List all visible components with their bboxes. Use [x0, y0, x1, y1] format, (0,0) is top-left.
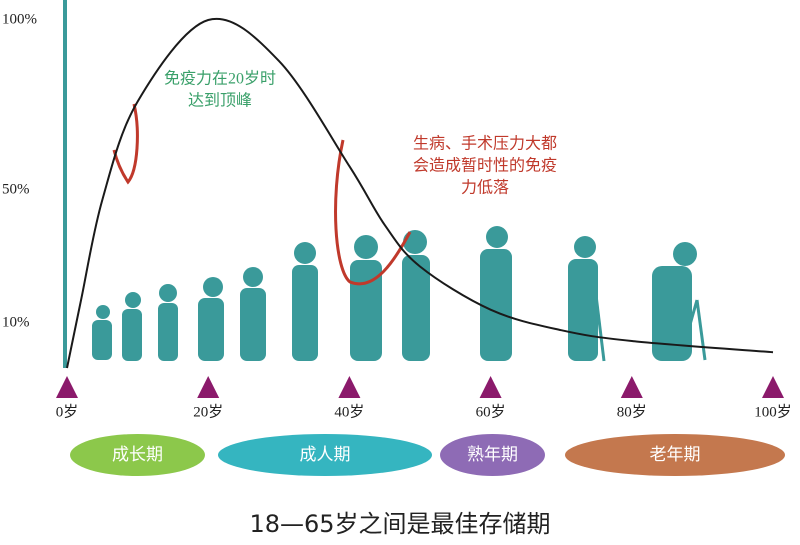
x-tick-label: 40岁 — [334, 403, 364, 420]
immunity-line — [66, 17, 774, 369]
x-tick-label: 80岁 — [617, 403, 647, 420]
x-tick-label: 100岁 — [754, 403, 792, 420]
x-tick-mark — [338, 376, 361, 398]
caption: 18—65岁之间是最佳存储期 — [249, 510, 550, 538]
stage-label: 老年期 — [650, 445, 701, 464]
stage-label: 成长期 — [112, 445, 163, 464]
annotation: 免疫力在20岁时 — [164, 70, 276, 88]
silhouettes — [92, 226, 707, 362]
y-tick-label: 100% — [2, 11, 37, 27]
stage-pill — [70, 434, 205, 476]
annotation: 达到顶峰 — [188, 92, 252, 110]
x-tick-mark — [197, 376, 220, 398]
x-tick-mark — [620, 376, 643, 398]
stage-pill — [218, 434, 432, 476]
stage-label: 成人期 — [300, 445, 351, 464]
stage-label: 熟年期 — [467, 444, 518, 464]
annotation: 生病、手术压力大都 — [413, 135, 557, 153]
annotation: 力低落 — [461, 179, 509, 197]
x-tick-label: 20岁 — [193, 403, 223, 420]
y-tick-label: 10% — [2, 314, 30, 330]
x-tick-mark — [56, 376, 78, 398]
x-tick-mark — [479, 376, 502, 398]
x-tick-label: 60岁 — [476, 403, 506, 420]
dip-mark — [112, 103, 139, 185]
stage-pill — [440, 434, 545, 476]
annotation: 会造成暂时性的免疫 — [413, 157, 557, 175]
y-tick-label: 50% — [2, 181, 30, 197]
x-tick-mark — [762, 376, 784, 398]
dip-mark — [334, 139, 412, 286]
stage-pill — [565, 434, 785, 476]
x-tick-label: 0岁 — [56, 403, 79, 420]
